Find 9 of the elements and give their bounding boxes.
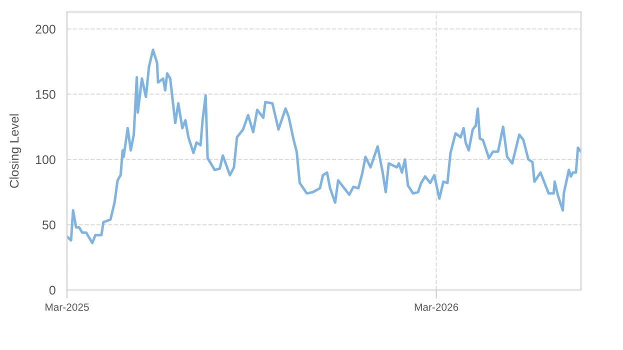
y-axis-title: Closing Level bbox=[9, 114, 22, 188]
y-tick-label: 50 bbox=[42, 220, 56, 230]
x-tick-label: Mar-2026 bbox=[414, 303, 458, 311]
x-tick-label: Mar-2025 bbox=[46, 303, 89, 311]
y-tick-label: 150 bbox=[36, 90, 56, 99]
y-tick-label: 200 bbox=[36, 24, 56, 34]
y-tick-label: 100 bbox=[36, 155, 56, 164]
line-series bbox=[67, 48, 581, 244]
y-tick-label: 0 bbox=[49, 286, 56, 295]
